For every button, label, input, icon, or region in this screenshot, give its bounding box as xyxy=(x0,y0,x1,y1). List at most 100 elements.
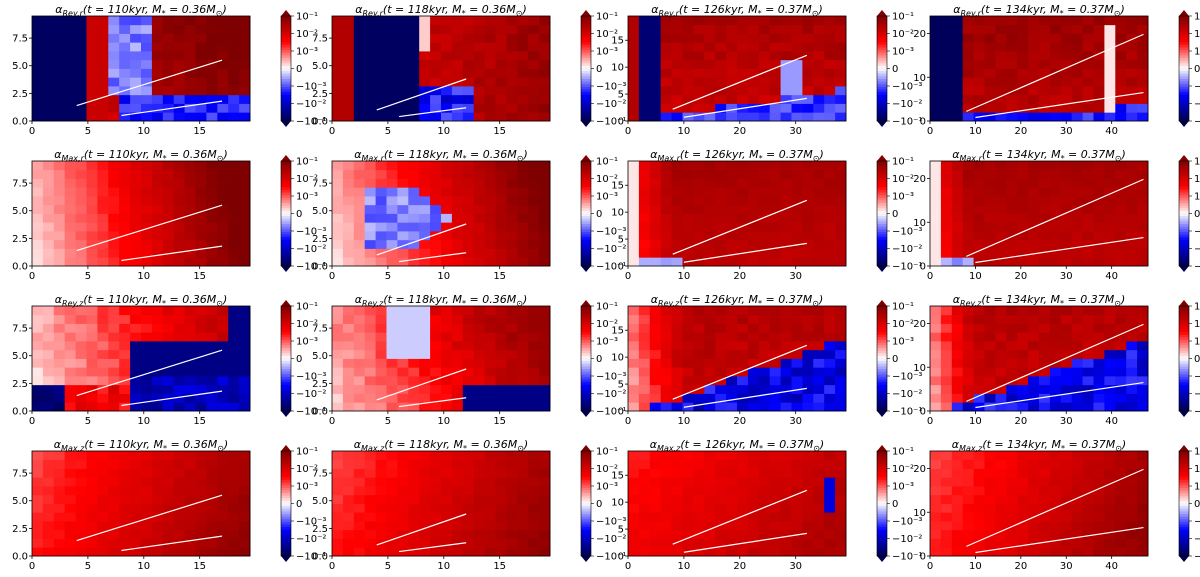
heatmap-cell xyxy=(65,86,76,95)
heatmap-cell xyxy=(387,51,398,60)
heatmap-cell xyxy=(1050,161,1061,170)
heatmap-cell xyxy=(76,469,87,478)
heatmap-cell xyxy=(813,504,824,513)
heatmap-cell xyxy=(87,359,98,368)
heatmap-cell xyxy=(506,539,517,548)
heatmap-cell xyxy=(941,69,952,78)
heatmap-cell xyxy=(683,469,694,478)
heatmap-cell xyxy=(517,170,528,179)
heatmap-cell xyxy=(528,60,539,69)
heatmap-cell xyxy=(239,547,250,556)
colorbar-segment xyxy=(581,95,591,98)
colorbar-segment xyxy=(581,105,591,108)
heatmap-cell xyxy=(1126,25,1137,34)
heatmap-cell xyxy=(930,77,941,86)
heatmap-cell xyxy=(87,341,98,350)
colorbar-segment xyxy=(581,34,591,37)
heatmap-cell xyxy=(930,495,941,504)
heatmap-cell xyxy=(835,359,846,368)
heatmap-cell xyxy=(1104,495,1115,504)
heatmap-cell xyxy=(87,161,98,170)
heatmap-cell xyxy=(108,104,119,113)
heatmap-cell xyxy=(97,469,108,478)
heatmap-cell xyxy=(813,187,824,196)
heatmap-cell xyxy=(661,214,672,223)
heatmap-cell xyxy=(239,104,250,113)
heatmap-cell xyxy=(715,34,726,43)
heatmap-cell xyxy=(813,385,824,394)
colorbar-segment xyxy=(581,100,591,103)
colorbar-segment xyxy=(581,250,591,253)
colorbar-segment xyxy=(877,245,887,248)
heatmap-cell xyxy=(119,205,130,214)
heatmap-cell xyxy=(539,77,550,86)
heatmap-cell xyxy=(952,86,963,95)
heatmap-cell xyxy=(354,196,365,205)
colorbar-segment xyxy=(877,538,887,541)
heatmap-cell xyxy=(1094,42,1105,51)
heatmap-cell xyxy=(130,77,141,86)
heatmap-cell xyxy=(430,77,441,86)
heatmap-cell xyxy=(343,469,354,478)
heatmap-cell xyxy=(408,34,419,43)
heatmap-cell xyxy=(163,460,174,469)
heatmap-cell xyxy=(506,332,517,341)
heatmap-cell xyxy=(496,451,507,460)
colorbar-segment xyxy=(281,496,291,499)
heatmap-cell xyxy=(332,394,343,403)
heatmap-cell xyxy=(108,77,119,86)
heatmap-cell xyxy=(32,60,43,69)
colorbar-segment xyxy=(581,387,591,390)
heatmap-cell xyxy=(639,187,650,196)
heatmap-cell xyxy=(474,51,485,60)
heatmap-cell xyxy=(813,547,824,556)
heatmap-cell xyxy=(517,469,528,478)
heatmap-cell xyxy=(354,359,365,368)
colorbar-segment xyxy=(877,237,887,240)
colorbar-segment xyxy=(281,190,291,193)
heatmap-cell xyxy=(43,77,54,86)
heatmap-cell xyxy=(792,170,803,179)
colorbar-segment xyxy=(877,451,887,454)
heatmap-cell xyxy=(441,170,452,179)
heatmap-cell xyxy=(726,394,737,403)
heatmap-cell xyxy=(408,451,419,460)
heatmap-cell xyxy=(1050,367,1061,376)
colorbar-segment xyxy=(877,462,887,465)
colorbar-segment xyxy=(1179,235,1189,238)
heatmap-cell xyxy=(196,324,207,333)
heatmap-cell xyxy=(693,161,704,170)
heatmap-cell xyxy=(228,341,239,350)
heatmap-cell xyxy=(474,451,485,460)
heatmap-cell xyxy=(824,306,835,315)
heatmap-cell xyxy=(43,460,54,469)
colorbar-segment xyxy=(281,261,291,264)
heatmap-cell xyxy=(781,77,792,86)
heatmap-cell xyxy=(76,376,87,385)
heatmap-cell xyxy=(963,376,974,385)
heatmap-cell xyxy=(228,69,239,78)
heatmap-cell xyxy=(474,359,485,368)
heatmap-cell xyxy=(174,512,185,521)
heatmap-cell xyxy=(737,240,748,249)
heatmap-cell xyxy=(97,306,108,315)
colorbar-extend-max xyxy=(281,445,291,451)
heatmap-cell xyxy=(452,161,463,170)
heatmap-cell xyxy=(941,77,952,86)
colorbar-segment xyxy=(877,69,887,72)
colorbar-extend-max xyxy=(281,300,291,306)
heatmap-cell xyxy=(239,350,250,359)
heatmap-cell xyxy=(54,104,65,113)
heatmap-cell xyxy=(228,460,239,469)
heatmap-cell xyxy=(683,42,694,51)
colorbar-segment xyxy=(281,24,291,27)
heatmap-cell xyxy=(87,231,98,240)
x-tick-label: 0 xyxy=(625,126,631,137)
heatmap-cell xyxy=(108,547,119,556)
heatmap-cell xyxy=(748,376,759,385)
colorbar-segment xyxy=(281,172,291,175)
colorbar-segment xyxy=(581,177,591,180)
heatmap-cell xyxy=(397,231,408,240)
heatmap-cell xyxy=(715,214,726,223)
heatmap-cell xyxy=(517,521,528,530)
